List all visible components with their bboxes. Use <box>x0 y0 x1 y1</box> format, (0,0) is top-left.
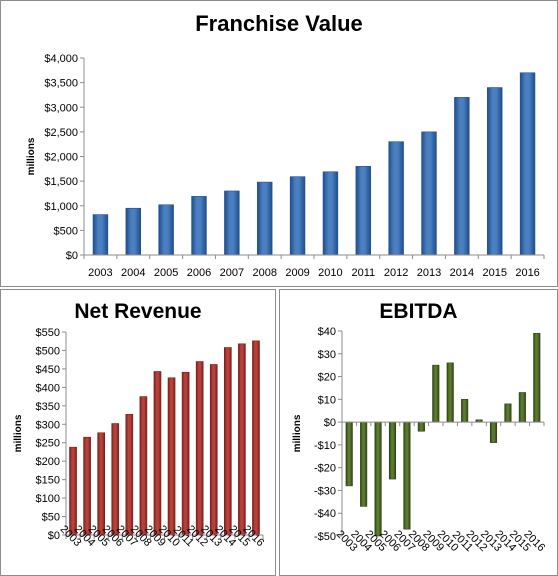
revenue-bar <box>83 436 91 536</box>
net-revenue-chart: $0 $50 $100 $150 $200 $250 $300 $350 $400 $450 $50… <box>13 327 266 549</box>
revenue-y-tick-label: $50 <box>42 512 60 524</box>
ebitda-y-tick-label: -$30 <box>314 485 336 497</box>
franchise-y-tick-label: $0 <box>66 250 78 262</box>
franchise-bar <box>191 196 207 256</box>
franchise-bar <box>158 204 174 256</box>
franchise-y-tick-label: $2,000 <box>44 152 78 164</box>
ebitda-bar <box>374 421 382 537</box>
ebitda-y-tick-label: -$10 <box>314 440 336 452</box>
franchise-x-tick-label: 2012 <box>384 267 408 279</box>
franchise-value-chart-panel: Franchise Value $0 $500 $1,000 $1,500 $2,000… <box>0 0 558 287</box>
franchise-x-tick-label: 2014 <box>450 267 474 279</box>
revenue-bar <box>195 361 204 536</box>
ebitda-y-tick-label: $20 <box>318 372 336 384</box>
ebitda-bar <box>518 392 526 423</box>
revenue-bar <box>209 364 218 536</box>
revenue-bar <box>111 423 120 536</box>
ebitda-bar <box>504 403 512 423</box>
ebitda-bar <box>432 364 440 423</box>
revenue-y-tick-label: $350 <box>36 401 60 413</box>
franchise-bar <box>487 87 503 256</box>
ebitda-bar <box>489 421 498 443</box>
franchise-x-tick-label: 2015 <box>482 267 506 279</box>
franchise-y-tick-label: $4,000 <box>44 53 78 65</box>
franchise-bar <box>92 214 109 256</box>
revenue-bar <box>181 371 190 536</box>
ebitda-y-tick-label: $10 <box>318 394 336 406</box>
franchise-x-tick-label: 2007 <box>220 267 244 279</box>
franchise-bar <box>355 166 371 256</box>
franchise-x-tick-label: 2009 <box>285 267 309 279</box>
franchise-y-tick-label: $1,000 <box>44 201 78 213</box>
revenue-bar <box>125 414 134 536</box>
franchise-x-tick-label: 2004 <box>121 267 145 279</box>
ebitda-y-tick-label: -$50 <box>314 531 336 543</box>
franchise-value-chart-title: Franchise Value <box>195 11 363 36</box>
franchise-y-tick-label: $3,500 <box>44 78 78 90</box>
revenue-y-tick-label: $400 <box>36 382 60 394</box>
revenue-y-tick-label: $450 <box>36 364 60 376</box>
ebitda-bar <box>533 332 541 423</box>
franchise-bar <box>257 181 273 256</box>
revenue-y-tick-label: $200 <box>36 456 60 468</box>
ebitda-bar <box>417 421 425 432</box>
ebitda-y-tick-label: -$20 <box>314 463 336 475</box>
franchise-bar <box>322 171 339 256</box>
ebitda-chart: -$50-$40-$30-$20-$10$0$10$20$30$40200320… <box>292 326 547 554</box>
revenue-bar <box>238 343 246 536</box>
ebitda-y-tick-label: $0 <box>324 417 336 429</box>
franchise-x-tick-label: 2010 <box>318 267 342 279</box>
revenue-y-tick-label: $0 <box>48 530 60 542</box>
franchise-bar <box>125 207 141 256</box>
net-revenue-chart-title: Net Revenue <box>74 300 202 323</box>
ebitda-bar <box>403 421 411 530</box>
net-revenue-chart-panel: Net Revenue $0 $50 $100 $150 $200 $250 $300 $35… <box>0 289 276 576</box>
franchise-x-tick-label: 2005 <box>154 267 178 279</box>
revenue-y-tick-label: $300 <box>36 419 60 431</box>
franchise-y-tick-label: $3,000 <box>44 102 78 114</box>
franchise-y-tick-label: $2,500 <box>44 127 78 139</box>
revenue-y-axis-title: millions <box>13 414 24 452</box>
ebitda-y-tick-label: $30 <box>318 349 336 361</box>
revenue-bar <box>97 432 105 536</box>
revenue-y-tick-label: $150 <box>36 475 60 487</box>
franchise-x-tick-label: 2006 <box>187 267 211 279</box>
franchise-y-axis-title: millions <box>26 137 37 175</box>
ebitda-chart-title: EBITDA <box>379 300 458 323</box>
ebitda-y-tick-label: -$40 <box>314 508 336 520</box>
revenue-bar <box>252 340 260 536</box>
ebitda-bar <box>446 362 454 423</box>
franchise-bar <box>224 190 240 256</box>
franchise-x-tick-label: 2011 <box>351 267 375 279</box>
franchise-bar <box>519 72 536 256</box>
revenue-bar <box>139 396 148 536</box>
franchise-x-tick-label: 2008 <box>252 267 276 279</box>
ebitda-y-tick-label: $40 <box>318 326 336 338</box>
revenue-bar <box>224 347 232 536</box>
franchise-y-tick-label: $1,500 <box>44 176 78 188</box>
ebitda-bar <box>461 399 469 423</box>
revenue-y-tick-label: $500 <box>36 345 60 357</box>
revenue-y-tick-label: $250 <box>36 438 60 450</box>
revenue-y-tick-label: $100 <box>36 493 60 505</box>
franchise-bar <box>388 141 404 256</box>
revenue-bar <box>69 446 77 536</box>
ebitda-bar <box>360 421 368 507</box>
franchise-y-tick-label: $500 <box>54 225 78 237</box>
ebitda-y-axis-title: millions <box>292 414 303 452</box>
franchise-x-tick-label: 2003 <box>88 267 112 279</box>
ebitda-bar <box>388 421 397 480</box>
ebitda-chart-panel: EBITDA -$50 -$40 -$30 -$20 -$10 $0 $10 $20 $30 $4… <box>279 289 558 576</box>
franchise-x-tick-label: 2013 <box>417 267 441 279</box>
revenue-bar <box>167 377 176 536</box>
franchise-x-tick-label: 2016 <box>515 267 539 279</box>
franchise-bar <box>289 176 306 256</box>
ebitda-bar <box>345 421 353 487</box>
franchise-bar <box>454 97 470 256</box>
revenue-y-tick-label: $550 <box>36 327 60 339</box>
franchise-bar <box>421 131 437 256</box>
revenue-bar <box>153 371 162 536</box>
franchise-value-chart: $0 $500 $1,000 $1,500 $2,000 $2,500 $3,000 $3,5… <box>26 53 545 279</box>
